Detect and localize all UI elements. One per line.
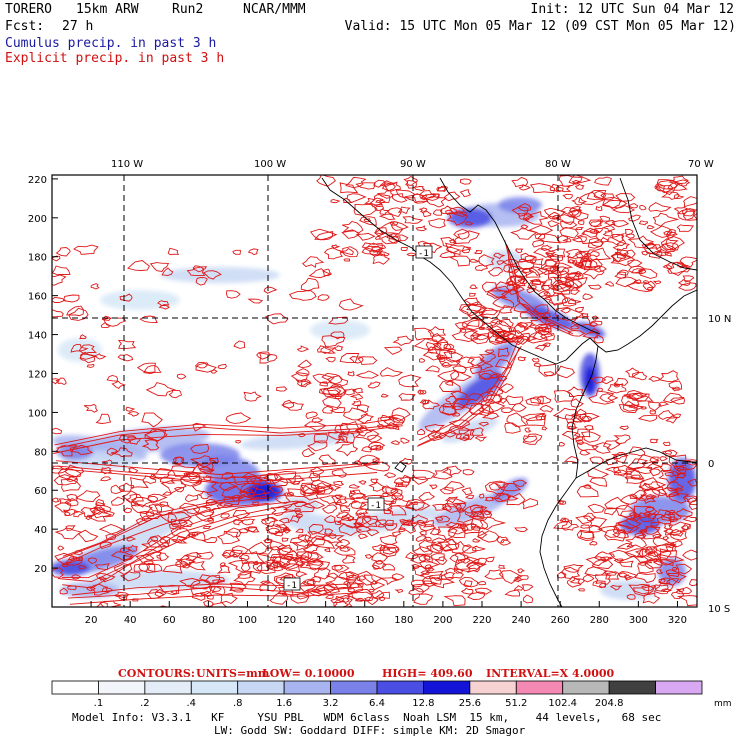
y-tick-label: 120 bbox=[28, 369, 47, 380]
x-tick-label: 180 bbox=[394, 615, 413, 626]
y-tick-label: 80 bbox=[34, 447, 47, 458]
y-tick-label: 200 bbox=[28, 214, 47, 225]
model-resolution: 15km ARW bbox=[76, 2, 139, 17]
grid-point-labels: -1 -1 -1 bbox=[283, 245, 433, 591]
x-tick-label: 40 bbox=[124, 615, 137, 626]
x-tick-label: 20 bbox=[85, 615, 98, 626]
x-tick-label: 80 bbox=[202, 615, 215, 626]
lon-label-70w: 70 W bbox=[688, 159, 714, 170]
forecast-hours: 27 h bbox=[62, 19, 94, 34]
colorbar-swatch bbox=[330, 680, 378, 695]
model-name: TORERO bbox=[5, 2, 52, 17]
contours-label: CONTOURS: bbox=[118, 667, 195, 680]
contours-units: UNITS=mm bbox=[196, 667, 270, 680]
colorbar-unit: mm bbox=[714, 699, 732, 709]
lon-label-110w: 110 W bbox=[111, 159, 143, 170]
colorbar-swatch bbox=[98, 680, 146, 695]
lat-label-10n: 10 N bbox=[708, 314, 731, 325]
model-run: Run2 bbox=[172, 2, 204, 17]
map-frame bbox=[51, 174, 698, 608]
colorbar-swatch bbox=[283, 680, 331, 695]
init-time: Init: 12 UTC Sun 04 Mar 12 bbox=[530, 2, 735, 17]
colorbar-swatch bbox=[469, 680, 517, 695]
colorbar-swatch bbox=[51, 680, 99, 695]
colorbar-swatch bbox=[515, 680, 564, 695]
cumulus-precip-shading bbox=[52, 197, 696, 600]
colorbar-swatch bbox=[608, 680, 656, 695]
colorbar-swatch bbox=[237, 680, 285, 695]
contours-interval: INTERVAL=X 4.0000 bbox=[486, 667, 615, 680]
model-info-line2: LW: Godd SW: Goddard DIFF: simple KM: 2D… bbox=[214, 724, 526, 737]
explicit-field-label: Explicit precip. in past 3 h bbox=[5, 51, 225, 66]
colorbar-swatch bbox=[655, 680, 703, 695]
x-tick-label: 260 bbox=[551, 615, 570, 626]
colorbar-label: .2 bbox=[140, 698, 150, 709]
colorbar-swatch bbox=[423, 680, 471, 695]
lon-label-100w: 100 W bbox=[254, 159, 286, 170]
lon-label-90w: 90 W bbox=[400, 159, 426, 170]
x-tick-label: 320 bbox=[668, 615, 687, 626]
x-tick-label: 160 bbox=[355, 615, 374, 626]
lat-lon-grid bbox=[52, 175, 697, 607]
colorbar-label: 102.4 bbox=[548, 698, 577, 709]
precip-colorbar bbox=[51, 680, 703, 695]
colorbar-label: 12.8 bbox=[412, 698, 434, 709]
x-tick-label: 300 bbox=[629, 615, 648, 626]
colorbar-label: 6.4 bbox=[369, 698, 385, 709]
grid-point-label: -1 bbox=[286, 581, 297, 591]
contours-high: HIGH= 409.60 bbox=[382, 667, 473, 680]
y-tick-label: 140 bbox=[28, 331, 47, 342]
y-tick-label: 40 bbox=[34, 525, 47, 536]
colorbar-swatch bbox=[376, 680, 424, 695]
x-tick-label: 280 bbox=[590, 615, 609, 626]
lon-label-80w: 80 W bbox=[545, 159, 571, 170]
y-tick-label: 100 bbox=[28, 408, 47, 419]
coastline bbox=[321, 177, 697, 607]
x-tick-label: 140 bbox=[316, 615, 335, 626]
explicit-precip-contours bbox=[52, 175, 697, 607]
x-tick-label: 240 bbox=[512, 615, 531, 626]
colorbar-label: 25.6 bbox=[459, 698, 481, 709]
y-tick-label: 160 bbox=[28, 292, 47, 303]
model-info-line1: Model Info: V3.3.1 KF YSU PBL WDM 6class… bbox=[72, 711, 662, 724]
colorbar-swatch bbox=[190, 680, 239, 695]
colorbar-label: .4 bbox=[187, 698, 197, 709]
x-tick-label: 60 bbox=[163, 615, 176, 626]
cumulus-field-label: Cumulus precip. in past 3 h bbox=[5, 36, 217, 51]
colorbar-label: 51.2 bbox=[505, 698, 527, 709]
colorbar-label: 204.8 bbox=[595, 698, 624, 709]
grid-point-label: -1 bbox=[418, 249, 429, 259]
lat-label-10s: 10 S bbox=[708, 604, 730, 615]
y-tick-label: 60 bbox=[34, 486, 47, 497]
contours-low: LOW= 0.10000 bbox=[262, 667, 355, 680]
valid-time: Valid: 15 UTC Mon 05 Mar 12 (09 CST Mon … bbox=[344, 19, 736, 34]
y-tick-label: 20 bbox=[34, 564, 47, 575]
y-tick-label: 180 bbox=[28, 253, 47, 264]
x-tick-label: 200 bbox=[433, 615, 452, 626]
colorbar-swatch bbox=[562, 680, 610, 695]
colorbar-label: .1 bbox=[94, 698, 104, 709]
y-tick-label: 220 bbox=[28, 175, 47, 186]
lat-label-equator: 0 bbox=[708, 459, 714, 470]
forecast-label: Fcst: bbox=[5, 19, 45, 34]
colorbar-swatch bbox=[144, 680, 192, 695]
x-tick-label: 120 bbox=[277, 615, 296, 626]
colorbar-label: 3.2 bbox=[323, 698, 339, 709]
colorbar-label: .8 bbox=[233, 698, 243, 709]
colorbar-label: 1.6 bbox=[276, 698, 292, 709]
model-org: NCAR/MMM bbox=[243, 2, 306, 17]
grid-point-label: -1 bbox=[370, 501, 381, 511]
x-tick-label: 220 bbox=[472, 615, 491, 626]
x-tick-label: 100 bbox=[238, 615, 257, 626]
